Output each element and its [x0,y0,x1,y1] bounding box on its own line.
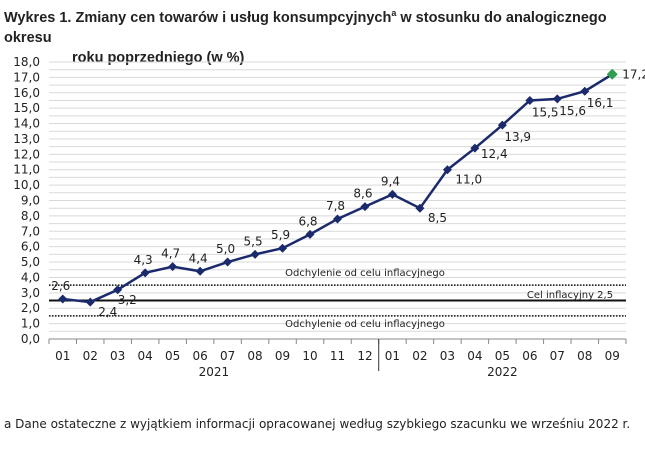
y-tick-label: 5,0 [21,255,40,269]
y-tick-label: 1,0 [21,317,40,331]
data-point [470,143,480,153]
data-point [223,257,233,267]
reference-line-label: Odchylenie od celu inflacyjnego [285,319,445,330]
y-tick-label: 4,0 [21,270,40,284]
x-tick-label: 06 [522,349,537,363]
data-point [606,68,618,80]
data-label: 16,1 [587,96,614,110]
data-label: 2,4 [98,305,117,319]
y-tick-label: 17,0 [13,70,40,84]
data-label: 11,0 [455,173,482,187]
y-tick-label: 10,0 [13,178,40,192]
reference-line-label: Cel inflacyjny 2,5 [527,290,613,301]
x-tick-label: 05 [495,349,510,363]
data-point [250,249,260,259]
x-tick-label: 03 [440,349,455,363]
y-tick-label: 2,0 [21,301,40,315]
x-tick-label: 08 [577,349,592,363]
data-point [140,268,150,278]
x-tick-label: 06 [192,349,207,363]
title-text-rest: w stosunku do analogicznego okresu [4,9,607,46]
y-tick-label: 16,0 [13,86,40,100]
footnote: a Dane ostateczne z wyjątkiem informacji… [4,417,631,431]
y-tick-label: 9,0 [21,194,40,208]
x-tick-label: 01 [55,349,70,363]
data-point [525,95,535,105]
year-label: 2022 [487,365,518,379]
y-tick-label: 0,0 [21,332,40,346]
data-label: 5,9 [271,228,290,242]
y-tick-label: 11,0 [13,163,40,177]
data-label: 4,3 [134,253,153,267]
x-tick-label: 10 [302,349,317,363]
data-label: 8,5 [428,211,447,225]
data-label: 5,0 [216,242,235,256]
data-point [552,94,562,104]
y-tick-label: 7,0 [21,224,40,238]
data-point [85,297,95,307]
year-label: 2021 [199,365,230,379]
y-tick-label: 12,0 [13,147,40,161]
data-point [497,120,507,130]
data-point [168,262,178,272]
data-point [580,86,590,96]
data-point [195,266,205,276]
title-superscript: a [391,8,397,18]
data-point [442,165,452,175]
x-tick-label: 09 [605,349,620,363]
data-label: 13,9 [504,130,531,144]
x-tick-label: 04 [138,349,153,363]
x-tick-label: 07 [220,349,235,363]
x-tick-label: 07 [550,349,565,363]
x-tick-label: 03 [110,349,125,363]
data-point [58,294,68,304]
x-tick-label: 11 [330,349,345,363]
data-point [415,203,425,213]
chart-title: Wykres 1. Zmiany cen towarów i usług kon… [4,3,644,68]
x-tick-label: 04 [467,349,482,363]
data-point [113,285,123,295]
data-label: 6,8 [298,214,317,228]
x-tick-label: 02 [83,349,98,363]
data-point [278,243,288,253]
x-tick-label: 02 [412,349,427,363]
data-label: 15,5 [532,105,559,119]
data-point [305,229,315,239]
data-label: 4,7 [161,247,180,261]
y-tick-label: 8,0 [21,209,40,223]
data-label: 5,5 [244,234,263,248]
x-tick-label: 08 [247,349,262,363]
y-tick-label: 14,0 [13,117,40,131]
data-label: 15,6 [559,104,586,118]
title-text: Wykres 1. Zmiany cen towarów i usług kon… [4,9,392,26]
x-tick-label: 09 [275,349,290,363]
x-tick-label: 05 [165,349,180,363]
data-point [360,202,370,212]
y-tick-label: 6,0 [21,240,40,254]
y-tick-label: 3,0 [21,286,40,300]
data-label: 3,2 [118,293,137,307]
x-tick-label: 12 [357,349,372,363]
y-tick-label: 15,0 [13,101,40,115]
data-label: 9,4 [381,174,400,188]
data-label: 2,6 [51,279,70,293]
y-tick-label: 18,0 [13,55,40,69]
data-point [387,189,397,199]
data-label: 12,4 [481,147,508,161]
data-label: 8,6 [353,187,372,201]
x-tick-label: 01 [385,349,400,363]
reference-line-label: Odchylenie od celu inflacyjnego [285,268,445,279]
data-label: 17,2 [622,67,645,81]
data-label: 4,4 [189,251,208,265]
line-chart: 0,01,02,03,04,05,06,07,08,09,010,011,012… [13,55,645,379]
y-tick-label: 13,0 [13,132,40,146]
data-point [333,214,342,224]
data-label: 7,8 [326,199,345,213]
